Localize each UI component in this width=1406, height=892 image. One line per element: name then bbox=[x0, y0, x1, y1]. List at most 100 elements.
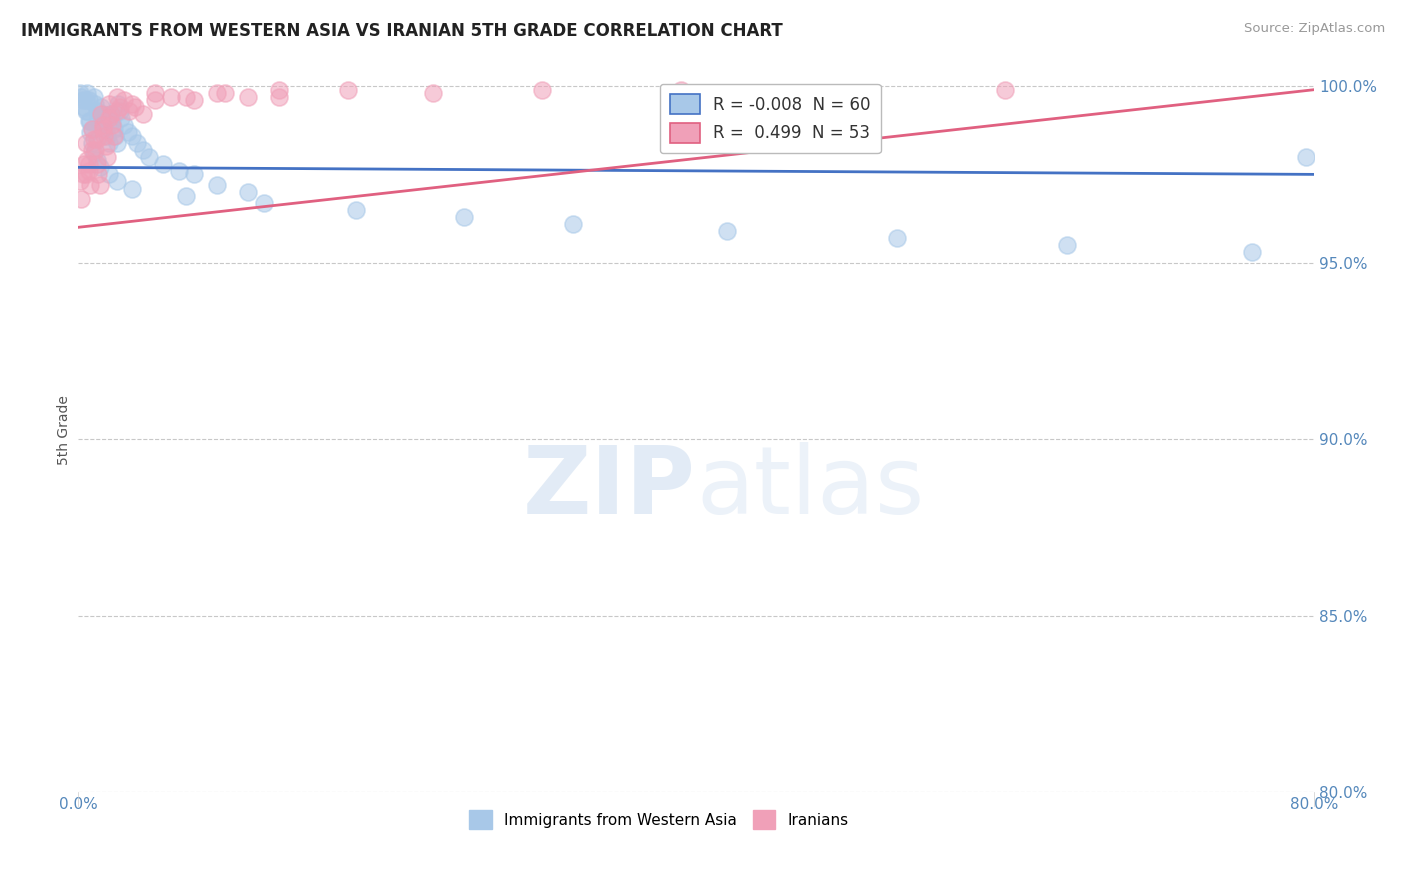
Point bbox=[105, 136, 128, 150]
Point bbox=[86, 157, 108, 171]
Point bbox=[183, 93, 205, 107]
Y-axis label: 5th Grade: 5th Grade bbox=[58, 395, 72, 465]
Point bbox=[152, 157, 174, 171]
Point bbox=[76, 87, 98, 101]
Point bbox=[75, 136, 97, 150]
Point bbox=[530, 83, 553, 97]
Point bbox=[90, 107, 112, 121]
Point bbox=[1295, 150, 1317, 164]
Point bbox=[69, 174, 91, 188]
Point bbox=[73, 100, 96, 114]
Point bbox=[121, 181, 143, 195]
Point bbox=[1056, 238, 1078, 252]
Point bbox=[145, 93, 167, 107]
Point bbox=[84, 96, 107, 111]
Point bbox=[107, 96, 129, 111]
Point bbox=[89, 178, 111, 192]
Point bbox=[100, 107, 122, 121]
Point bbox=[101, 118, 124, 132]
Point bbox=[70, 89, 93, 103]
Point bbox=[145, 87, 167, 101]
Point bbox=[138, 150, 160, 164]
Point bbox=[108, 103, 131, 118]
Point bbox=[114, 93, 136, 107]
Point bbox=[79, 114, 101, 128]
Point bbox=[174, 188, 197, 202]
Point bbox=[96, 150, 118, 164]
Text: atlas: atlas bbox=[696, 442, 924, 534]
Point bbox=[124, 100, 146, 114]
Point bbox=[75, 93, 97, 107]
Point bbox=[80, 121, 103, 136]
Point bbox=[103, 121, 125, 136]
Point bbox=[121, 96, 143, 111]
Point bbox=[86, 103, 108, 118]
Point bbox=[94, 139, 117, 153]
Point bbox=[77, 157, 100, 171]
Point bbox=[110, 111, 132, 125]
Point bbox=[344, 202, 367, 217]
Point bbox=[121, 128, 143, 143]
Point bbox=[76, 153, 98, 168]
Point bbox=[101, 114, 124, 128]
Point bbox=[422, 87, 444, 101]
Point bbox=[108, 100, 131, 114]
Point bbox=[93, 114, 115, 128]
Point bbox=[93, 128, 115, 143]
Point bbox=[214, 87, 236, 101]
Point bbox=[79, 125, 101, 139]
Point bbox=[994, 83, 1017, 97]
Point bbox=[98, 111, 121, 125]
Point bbox=[117, 125, 139, 139]
Point bbox=[716, 224, 738, 238]
Text: Source: ZipAtlas.com: Source: ZipAtlas.com bbox=[1244, 22, 1385, 36]
Point bbox=[89, 118, 111, 132]
Point bbox=[205, 87, 228, 101]
Point bbox=[96, 128, 118, 143]
Point bbox=[1241, 245, 1264, 260]
Point bbox=[105, 89, 128, 103]
Point bbox=[91, 121, 114, 136]
Point bbox=[337, 83, 360, 97]
Point bbox=[104, 128, 127, 143]
Point bbox=[83, 146, 105, 161]
Point bbox=[267, 89, 290, 103]
Point bbox=[90, 100, 112, 114]
Point bbox=[80, 121, 103, 136]
Point bbox=[69, 87, 91, 101]
Point bbox=[114, 118, 136, 132]
Point bbox=[84, 143, 107, 157]
Point bbox=[103, 128, 125, 143]
Point bbox=[132, 143, 155, 157]
Point bbox=[886, 231, 908, 245]
Text: ZIP: ZIP bbox=[523, 442, 696, 534]
Point bbox=[75, 103, 97, 118]
Point bbox=[86, 153, 108, 168]
Point bbox=[159, 89, 181, 103]
Point bbox=[236, 185, 259, 199]
Point bbox=[91, 107, 114, 121]
Point bbox=[83, 89, 105, 103]
Point bbox=[72, 168, 94, 182]
Point bbox=[167, 164, 190, 178]
Point bbox=[77, 114, 100, 128]
Point bbox=[236, 89, 259, 103]
Point bbox=[105, 174, 128, 188]
Point bbox=[87, 111, 110, 125]
Text: IMMIGRANTS FROM WESTERN ASIA VS IRANIAN 5TH GRADE CORRELATION CHART: IMMIGRANTS FROM WESTERN ASIA VS IRANIAN … bbox=[21, 22, 783, 40]
Point bbox=[87, 168, 110, 182]
Point bbox=[183, 168, 205, 182]
Point bbox=[72, 93, 94, 107]
Point bbox=[98, 96, 121, 111]
Point bbox=[118, 103, 141, 118]
Point bbox=[100, 107, 122, 121]
Point bbox=[86, 132, 108, 146]
Point bbox=[174, 89, 197, 103]
Point bbox=[98, 136, 121, 150]
Point bbox=[267, 83, 290, 97]
Point bbox=[252, 195, 274, 210]
Point bbox=[453, 210, 475, 224]
Point bbox=[77, 164, 100, 178]
Point bbox=[105, 103, 128, 118]
Point bbox=[80, 136, 103, 150]
